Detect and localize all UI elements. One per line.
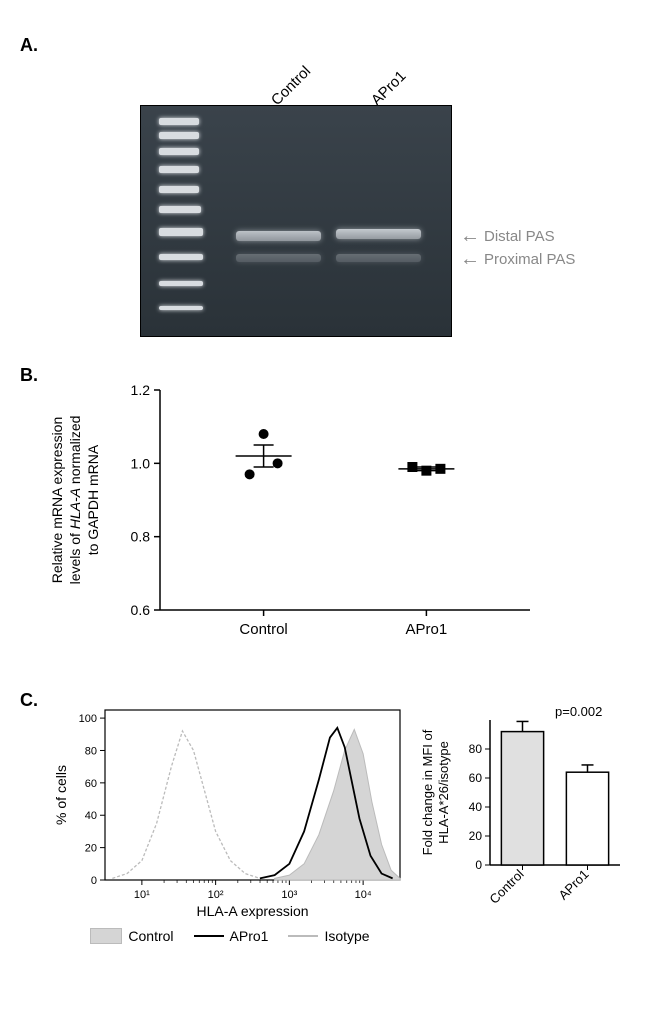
- svg-text:APro1: APro1: [406, 621, 448, 638]
- scatter-panel: 0.6 0.8 1.0 1.2 Control APro1 Relative mRNA ex…: [50, 380, 550, 650]
- legend-line-apro1: [194, 935, 224, 937]
- svg-text:40: 40: [469, 800, 483, 814]
- legend-control-label: Control: [128, 928, 173, 944]
- svg-text:20: 20: [469, 829, 483, 843]
- svg-text:10²: 10²: [208, 889, 224, 901]
- svg-text:to GAPDH mRNA: to GAPDH mRNA: [85, 444, 101, 555]
- panel-c: 0 20 40 60 80 100 10¹ 10² 10³ 10⁴ HLA-A expression…: [50, 700, 650, 980]
- lane-label-apro1: APro1: [368, 67, 410, 109]
- svg-text:10¹: 10¹: [134, 889, 150, 901]
- svg-text:10³: 10³: [281, 889, 297, 901]
- svg-text:Relative mRNA expression: Relative mRNA expression: [49, 417, 65, 584]
- svg-text:0: 0: [475, 858, 482, 872]
- svg-text:1.0: 1.0: [131, 455, 151, 471]
- arrow-distal: ← Distal PAS: [460, 225, 555, 248]
- gel-image: [140, 105, 452, 337]
- svg-text:60: 60: [85, 778, 97, 790]
- svg-text:40: 40: [85, 810, 97, 822]
- arrow-proximal-text: Proximal PAS: [484, 251, 575, 268]
- svg-text:80: 80: [85, 745, 97, 757]
- legend-apro1-label: APro1: [230, 928, 269, 944]
- svg-text:Fold change in MFI of: Fold change in MFI of: [420, 729, 435, 855]
- panel-a-label: A.: [20, 35, 38, 56]
- svg-text:20: 20: [85, 843, 97, 855]
- svg-text:Control: Control: [486, 866, 526, 906]
- gel-lane-labels: Control APro1: [140, 50, 450, 105]
- figure-root: A. Control APro1 ← Distal PAS ← Proximal…: [20, 20, 647, 1000]
- svg-text:Control: Control: [239, 621, 287, 638]
- legend-control: Control: [90, 928, 173, 944]
- bar-chart: 0 20 40 60 80 Fold change in MFI ofHLA-A*26/i…: [420, 700, 630, 920]
- svg-text:10⁴: 10⁴: [355, 889, 372, 901]
- svg-text:0.8: 0.8: [131, 529, 151, 545]
- scatter-chart: 0.6 0.8 1.0 1.2 Control APro1 Relative mRNA ex…: [50, 380, 550, 650]
- legend-isotype-label: Isotype: [324, 928, 369, 944]
- svg-text:0: 0: [91, 875, 97, 887]
- legend-swatch-control: [90, 928, 122, 944]
- svg-text:0.6: 0.6: [131, 602, 151, 618]
- svg-text:levels of HLA-A normalized: levels of HLA-A normalized: [67, 416, 83, 585]
- legend-isotype: Isotype: [288, 928, 369, 944]
- arrow-icon: ←: [460, 248, 480, 271]
- svg-text:1.2: 1.2: [131, 382, 151, 398]
- panel-c-label: C.: [20, 690, 38, 711]
- gel-panel: Control APro1: [140, 50, 450, 337]
- histogram-chart: 0 20 40 60 80 100 10¹ 10² 10³ 10⁴ HLA-A expression…: [50, 700, 410, 920]
- svg-text:100: 100: [79, 713, 97, 725]
- svg-text:% of cells: % of cells: [53, 765, 69, 825]
- lane-label-control: Control: [268, 63, 314, 109]
- svg-text:APro1: APro1: [555, 867, 591, 903]
- arrow-proximal: ← Proximal PAS: [460, 248, 575, 271]
- legend-line-isotype: [288, 935, 318, 937]
- svg-text:60: 60: [469, 771, 483, 785]
- panel-b-label: B.: [20, 365, 38, 386]
- legend-apro1: APro1: [194, 928, 269, 944]
- arrow-distal-text: Distal PAS: [484, 228, 555, 245]
- svg-text:HLA-A expression: HLA-A expression: [196, 903, 308, 919]
- svg-text:p=0.002: p=0.002: [555, 704, 602, 719]
- arrow-icon: ←: [460, 225, 480, 248]
- svg-text:80: 80: [469, 742, 483, 756]
- histogram-legend: Control APro1 Isotype: [50, 928, 410, 944]
- svg-text:HLA-A*26/isotype: HLA-A*26/isotype: [436, 741, 451, 844]
